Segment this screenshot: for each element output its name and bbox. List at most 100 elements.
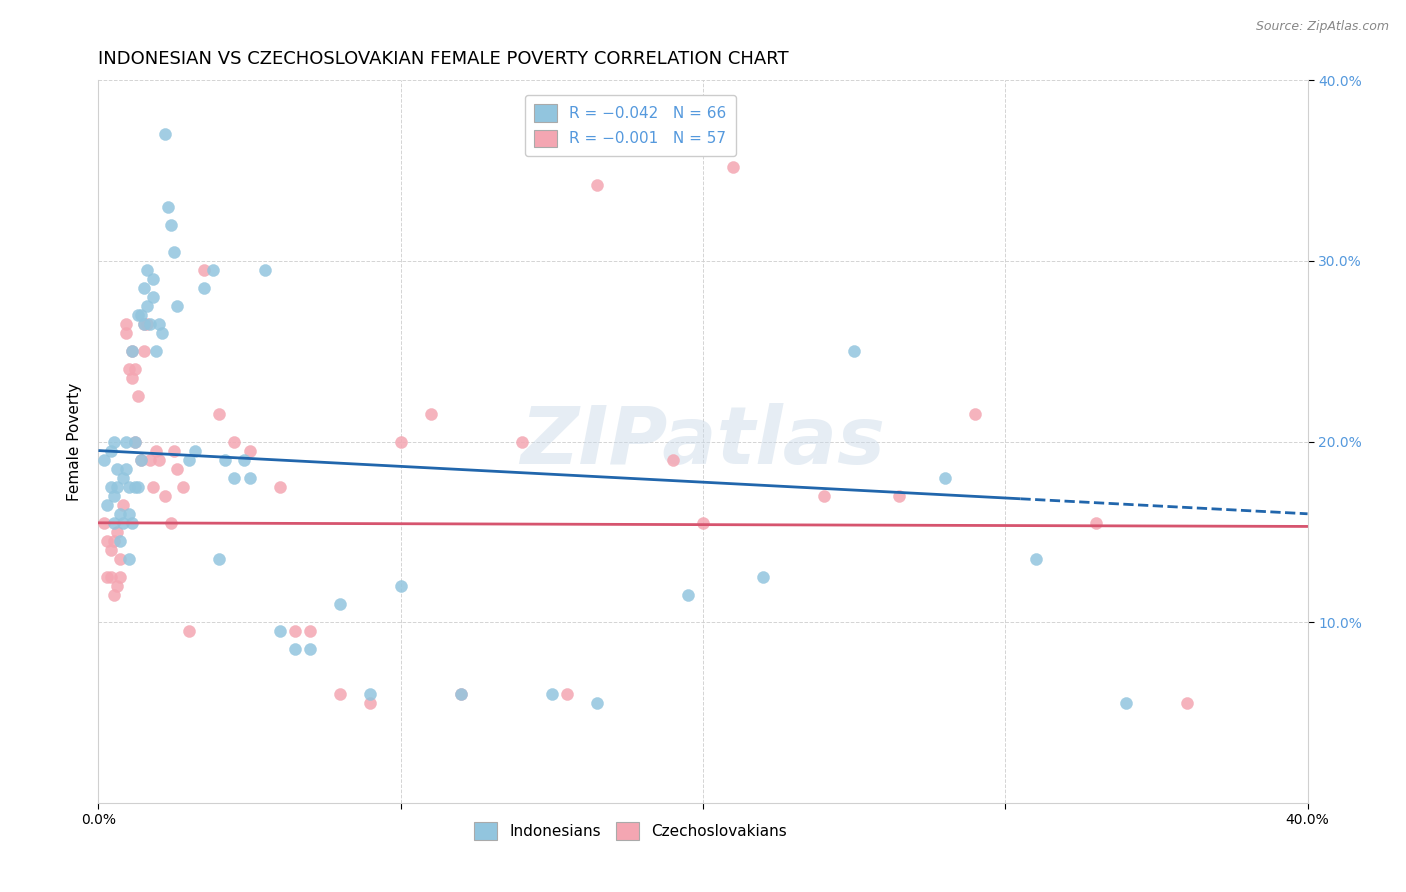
Point [129, 452, 152, 467]
Point [93, 516, 115, 530]
Point [132, 317, 155, 331]
Point [114, 317, 136, 331]
Point [145, 443, 167, 458]
Point [108, 570, 131, 584]
Point [586, 178, 609, 192]
Point [118, 480, 141, 494]
Point [284, 624, 307, 639]
Point [360, 687, 382, 701]
Point [1024, 552, 1046, 566]
Point [118, 362, 141, 376]
Point [661, 452, 683, 467]
Point [103, 588, 125, 602]
Point [114, 461, 136, 475]
Point [100, 542, 122, 557]
Point [118, 552, 141, 566]
Point [127, 308, 149, 322]
Point [224, 434, 246, 449]
Point [105, 461, 128, 475]
Point [121, 344, 143, 359]
Point [844, 344, 866, 359]
Point [329, 597, 352, 611]
Point [214, 452, 236, 467]
Point [723, 160, 745, 174]
Point [145, 344, 167, 359]
Point [148, 317, 170, 331]
Point [389, 579, 412, 593]
Point [150, 326, 173, 340]
Point [139, 452, 162, 467]
Point [284, 642, 307, 657]
Point [103, 533, 125, 548]
Point [329, 687, 352, 701]
Point [179, 624, 201, 639]
Point [208, 408, 231, 422]
Point [103, 516, 125, 530]
Y-axis label: Female Poverty: Female Poverty [67, 383, 83, 500]
Point [132, 317, 155, 331]
Point [193, 263, 215, 277]
Text: ZIPatlas: ZIPatlas [520, 402, 886, 481]
Point [692, 516, 714, 530]
Point [389, 434, 412, 449]
Point [118, 507, 141, 521]
Point [889, 489, 911, 503]
Point [124, 434, 146, 449]
Point [142, 272, 165, 286]
Point [232, 452, 254, 467]
Point [135, 317, 157, 331]
Point [132, 281, 155, 295]
Point [239, 471, 262, 485]
Point [127, 480, 149, 494]
Point [420, 408, 443, 422]
Point [166, 299, 188, 313]
Point [540, 687, 562, 701]
Point [111, 498, 134, 512]
Point [160, 218, 183, 232]
Point [208, 552, 231, 566]
Point [160, 516, 183, 530]
Point [586, 697, 609, 711]
Point [96, 498, 118, 512]
Point [965, 408, 987, 422]
Point [166, 461, 188, 475]
Point [239, 443, 262, 458]
Point [269, 480, 291, 494]
Point [148, 452, 170, 467]
Point [93, 452, 115, 467]
Point [450, 687, 472, 701]
Text: Source: ZipAtlas.com: Source: ZipAtlas.com [1256, 20, 1389, 33]
Point [202, 263, 225, 277]
Point [103, 434, 125, 449]
Legend: Indonesians, Czechoslovakians: Indonesians, Czechoslovakians [468, 816, 793, 846]
Point [135, 299, 157, 313]
Point [153, 128, 176, 142]
Point [193, 281, 215, 295]
Point [100, 570, 122, 584]
Point [752, 570, 775, 584]
Point [934, 471, 956, 485]
Point [269, 624, 291, 639]
Point [163, 443, 186, 458]
Point [132, 344, 155, 359]
Point [105, 524, 128, 539]
Point [108, 507, 131, 521]
Point [153, 489, 176, 503]
Point [135, 263, 157, 277]
Point [121, 344, 143, 359]
Point [124, 480, 146, 494]
Point [142, 290, 165, 304]
Point [555, 687, 578, 701]
Point [1085, 516, 1108, 530]
Point [676, 588, 699, 602]
Point [124, 434, 146, 449]
Point [172, 480, 194, 494]
Point [108, 552, 131, 566]
Point [1115, 697, 1137, 711]
Point [105, 579, 128, 593]
Point [114, 326, 136, 340]
Point [121, 371, 143, 385]
Point [163, 244, 186, 259]
Point [124, 362, 146, 376]
Point [184, 443, 207, 458]
